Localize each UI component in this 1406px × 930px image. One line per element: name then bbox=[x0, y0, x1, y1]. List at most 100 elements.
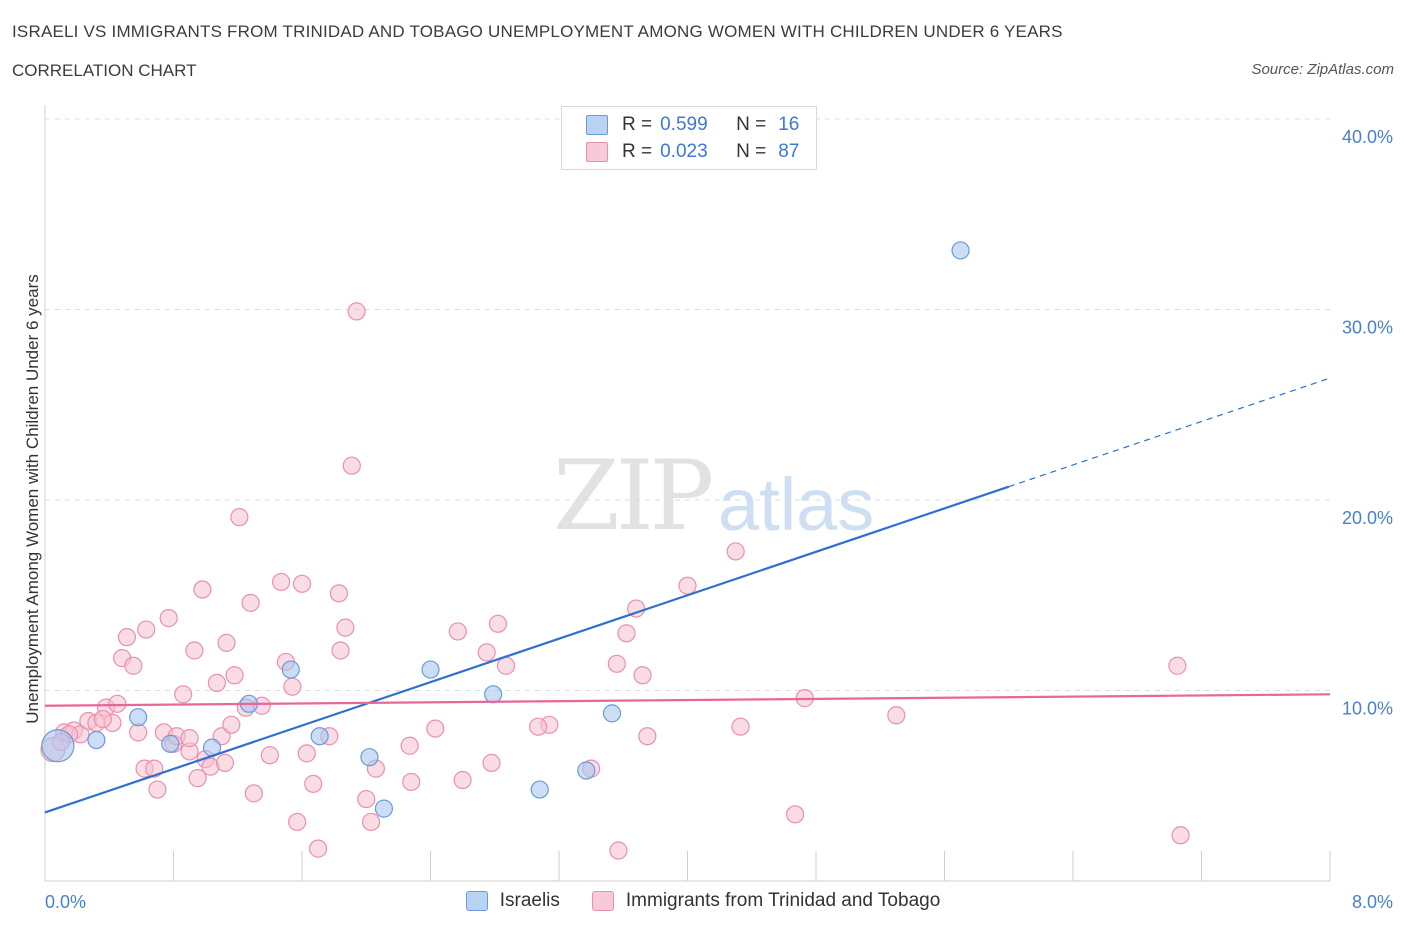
trinidad-point bbox=[217, 633, 236, 652]
trinidad-point bbox=[129, 723, 148, 742]
israelis-point bbox=[129, 708, 148, 727]
trinidad-point bbox=[477, 643, 496, 662]
trinidad-point bbox=[297, 744, 316, 763]
trinidad-point bbox=[308, 839, 328, 858]
trinidad-point bbox=[137, 620, 156, 639]
trinidad-point bbox=[180, 729, 199, 748]
legend-n-label: N = bbox=[736, 114, 767, 135]
y-tick-label: 10.0% bbox=[1342, 699, 1393, 719]
watermark-zip: ZIP bbox=[553, 440, 714, 552]
trinidad-point bbox=[626, 599, 646, 618]
israelis-point bbox=[281, 660, 300, 679]
trinidad-point bbox=[336, 618, 355, 637]
israelis-legend-label: Israelis bbox=[499, 890, 560, 911]
israelis-point bbox=[87, 730, 106, 750]
y-tick-label: 30.0% bbox=[1342, 318, 1393, 338]
trinidad-legend-swatch bbox=[591, 891, 614, 911]
israelis-point bbox=[360, 748, 379, 767]
israelis-point bbox=[374, 799, 394, 818]
trinidad-points bbox=[40, 302, 1190, 860]
chart-title: ISRAELI VS IMMIGRANTS FROM TRINIDAD AND … bbox=[12, 22, 1063, 41]
trinidad-point bbox=[400, 736, 419, 755]
legend-row-trinidad: R = 0.023 N = 87 bbox=[586, 140, 799, 164]
trinidad-point bbox=[887, 706, 906, 725]
trinidad-point bbox=[244, 784, 263, 803]
trinidad-point bbox=[117, 628, 137, 647]
trinidad-point bbox=[731, 717, 750, 736]
israelis-point bbox=[530, 780, 549, 799]
israelis-point bbox=[41, 729, 75, 763]
legend-r-label: R = bbox=[622, 141, 653, 162]
trinidad-point bbox=[93, 709, 112, 729]
trinidad-point bbox=[638, 727, 657, 746]
trinidad-point bbox=[726, 542, 745, 561]
trinidad-point bbox=[496, 656, 516, 675]
israelis-trend-extension bbox=[1008, 377, 1331, 488]
y-tick-label: 20.0% bbox=[1342, 508, 1393, 528]
trinidad-point bbox=[124, 656, 143, 675]
trinidad-point bbox=[482, 753, 501, 772]
trinidad-point bbox=[633, 666, 652, 685]
trinidad-point bbox=[331, 641, 350, 660]
axes bbox=[44, 105, 1331, 882]
trinidad-point bbox=[488, 614, 508, 633]
legend-r-label: R = bbox=[622, 114, 653, 135]
trinidad-point bbox=[207, 673, 226, 692]
trinidad-point bbox=[786, 805, 805, 824]
trinidad-point bbox=[292, 574, 312, 593]
trinidad-point bbox=[241, 593, 260, 612]
legend-row-israelis: R = 0.599 N = 16 bbox=[586, 113, 799, 137]
trinidad-point bbox=[174, 685, 193, 704]
y-tick-label: 40.0% bbox=[1342, 127, 1393, 147]
trinidad-point bbox=[426, 719, 445, 738]
legend-n-value: 16 bbox=[778, 114, 800, 135]
trinidad-point bbox=[188, 769, 207, 788]
israelis-point bbox=[951, 241, 970, 260]
series-legend: Israelis Immigrants from Trinidad and To… bbox=[0, 890, 1406, 912]
trinidad-point bbox=[357, 789, 376, 809]
trinidad-point bbox=[329, 584, 349, 603]
tick-labels: 10.0% 20.0% 30.0% 40.0% 0.0% 8.0% bbox=[45, 127, 1393, 912]
trinidad-point bbox=[185, 641, 204, 660]
israelis-point bbox=[577, 761, 596, 780]
trinidad-point bbox=[402, 772, 421, 792]
trinidad-point bbox=[215, 753, 234, 772]
y-axis-label: Unemployment Among Women with Children U… bbox=[23, 274, 42, 723]
trinidad-trend-line bbox=[44, 693, 1331, 707]
source-label: Source: ZipAtlas.com bbox=[1251, 61, 1394, 78]
legend-r-value: 0.023 bbox=[660, 141, 708, 162]
trinidad-point bbox=[529, 717, 548, 736]
x-tick-label: 8.0% bbox=[1352, 892, 1393, 912]
trinidad-point bbox=[230, 508, 249, 527]
trinidad-point bbox=[453, 770, 472, 790]
trinidad-point bbox=[283, 677, 302, 696]
legend-item-trinidad[interactable]: Immigrants from Trinidad and Tobago bbox=[591, 890, 941, 912]
trinidad-point bbox=[108, 694, 127, 713]
trinidad-point bbox=[272, 572, 291, 592]
trend-lines bbox=[44, 377, 1331, 814]
trinidad-legend-label: Immigrants from Trinidad and Tobago bbox=[625, 890, 941, 911]
trinidad-point bbox=[304, 774, 323, 793]
trinidad-point bbox=[145, 759, 164, 778]
trinidad-point bbox=[222, 715, 241, 734]
trinidad-point bbox=[225, 666, 244, 685]
trinidad-point bbox=[617, 624, 636, 643]
trinidad-point bbox=[260, 746, 279, 765]
israelis-point bbox=[310, 727, 329, 746]
trinidad-point bbox=[159, 609, 178, 628]
x-tick-label: 0.0% bbox=[45, 892, 86, 912]
trinidad-point bbox=[1171, 826, 1190, 845]
trinidad-point bbox=[193, 580, 212, 599]
legend-n-label: N = bbox=[736, 141, 767, 162]
trinidad-point bbox=[347, 302, 366, 321]
correlation-legend: R = 0.599 N = 16 R = 0.023 N = 87 bbox=[561, 106, 817, 170]
israelis-swatch bbox=[586, 115, 608, 135]
watermark-atlas: atlas bbox=[718, 463, 875, 546]
trinidad-point bbox=[609, 841, 628, 860]
grid-lines bbox=[45, 118, 1330, 691]
israelis-point bbox=[484, 685, 503, 704]
legend-item-israelis[interactable]: Israelis bbox=[465, 890, 560, 912]
legend-r-value: 0.599 bbox=[660, 114, 708, 135]
israelis-legend-swatch bbox=[465, 891, 488, 911]
